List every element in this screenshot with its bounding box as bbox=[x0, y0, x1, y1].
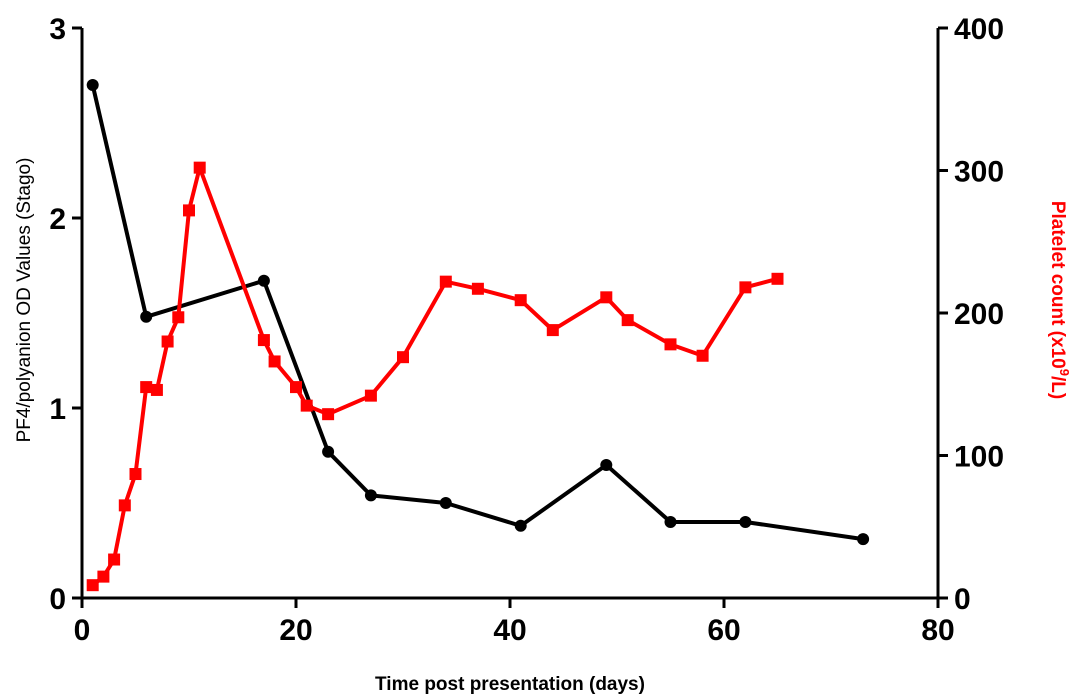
y-axis-right-title-suffix: /L) bbox=[1047, 376, 1068, 399]
y-right-tick-label: 400 bbox=[954, 13, 1004, 46]
y-left-tick-label: 0 bbox=[49, 583, 66, 616]
platelet-point bbox=[150, 383, 163, 396]
y-axis-right-title-prefix: Platelet count (x10 bbox=[1047, 201, 1068, 369]
platelet-point bbox=[439, 275, 452, 288]
x-tick-label: 60 bbox=[707, 614, 740, 647]
pf4-point bbox=[857, 533, 870, 546]
x-tick-label: 80 bbox=[921, 614, 954, 647]
y-right-tick-label: 300 bbox=[954, 156, 1004, 189]
y-left-tick-label: 1 bbox=[49, 393, 66, 426]
x-tick-label: 0 bbox=[74, 614, 91, 647]
pf4-point bbox=[86, 79, 99, 91]
platelet-point bbox=[140, 381, 153, 394]
platelet-point bbox=[172, 311, 185, 324]
platelet-point bbox=[268, 355, 281, 368]
pf4-point bbox=[739, 516, 752, 528]
platelet-point bbox=[322, 408, 335, 421]
pf4-point bbox=[600, 459, 613, 471]
y-left-tick-label: 2 bbox=[49, 203, 66, 236]
y-right-tick-label: 0 bbox=[954, 583, 971, 616]
y-right-tick-label: 100 bbox=[954, 441, 1004, 474]
platelet-point bbox=[546, 324, 559, 337]
platelet-point bbox=[193, 161, 206, 174]
x-tick-label: 20 bbox=[279, 614, 312, 647]
platelet-point bbox=[771, 272, 784, 285]
platelet-point bbox=[97, 570, 110, 583]
x-tick-label: 40 bbox=[493, 614, 526, 647]
platelet-point bbox=[514, 294, 527, 307]
platelet-point bbox=[364, 389, 377, 402]
y-axis-right-title: Platelet count (x109/L) bbox=[1047, 201, 1072, 399]
pf4-point bbox=[322, 445, 335, 458]
platelet-point bbox=[471, 282, 484, 295]
platelet-point bbox=[129, 468, 142, 481]
pf4-point bbox=[439, 497, 452, 509]
y-axis-right-title-sup: 9 bbox=[1057, 369, 1072, 376]
platelet-point bbox=[664, 338, 677, 351]
x-axis-title: Time post presentation (days) bbox=[375, 674, 645, 695]
pf4-point bbox=[364, 489, 377, 502]
platelet-point bbox=[600, 291, 613, 304]
platelet-point bbox=[739, 281, 752, 294]
platelet-point bbox=[118, 499, 131, 512]
platelet-point bbox=[397, 351, 409, 364]
y-left-tick-label: 3 bbox=[49, 13, 66, 46]
platelet-point bbox=[108, 553, 121, 566]
series-layer bbox=[86, 79, 870, 592]
pf4-point bbox=[664, 516, 677, 528]
series-line-pf4 bbox=[90, 84, 864, 542]
platelet-point bbox=[621, 314, 634, 327]
platelet-point bbox=[257, 334, 270, 347]
y-axis-left-title: PF4/polyanion OD Values (Stago) bbox=[14, 158, 35, 443]
platelet-point bbox=[290, 381, 302, 394]
platelet-point bbox=[161, 335, 174, 348]
platelet-point bbox=[86, 579, 99, 592]
pf4-point bbox=[257, 274, 270, 287]
platelet-point bbox=[696, 349, 709, 362]
pf4-point bbox=[140, 310, 153, 323]
platelet-point bbox=[183, 204, 195, 217]
y-right-tick-label: 200 bbox=[954, 298, 1004, 331]
platelet-point bbox=[300, 399, 313, 412]
series-line-platelet bbox=[91, 165, 779, 587]
pf4-point bbox=[514, 519, 527, 532]
